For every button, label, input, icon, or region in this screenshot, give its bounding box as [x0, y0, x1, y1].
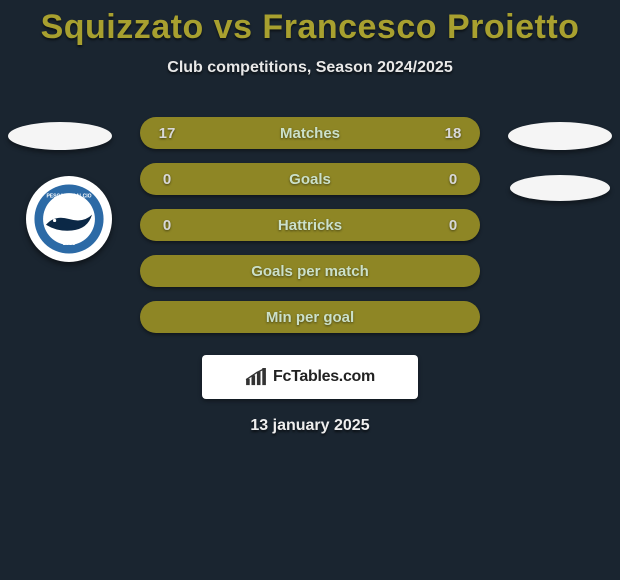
stat-right-value: 0 [440, 217, 466, 234]
stat-row: Min per goal [140, 301, 480, 333]
badge-top-text: PESCARA CALCIO [46, 193, 91, 199]
stat-right-value: 18 [440, 125, 466, 142]
stat-label: Goals [180, 171, 440, 188]
source-text: FcTables.com [273, 368, 375, 386]
stat-left-value: 0 [154, 217, 180, 234]
player-right-name-ellipse [508, 122, 612, 150]
stat-label: Min per goal [180, 309, 440, 326]
stats-list: 17Matches180Goals00Hattricks0Goals per m… [140, 117, 480, 333]
pescara-badge-icon: PESCARA CALCIO 1936 [33, 183, 105, 255]
stat-left-value: 0 [154, 171, 180, 188]
page-title: Squizzato vs Francesco Proietto [0, 0, 620, 47]
stat-row: 0Goals0 [140, 163, 480, 195]
stat-row: 0Hattricks0 [140, 209, 480, 241]
player-right-club-ellipse [510, 175, 610, 201]
player-left-name-ellipse [8, 122, 112, 150]
stat-label: Goals per match [180, 263, 440, 280]
stat-label: Matches [180, 125, 440, 142]
stat-row: Goals per match [140, 255, 480, 287]
subtitle: Club competitions, Season 2024/2025 [0, 59, 620, 77]
stat-left-value: 17 [154, 125, 180, 142]
club-badge-left: PESCARA CALCIO 1936 [26, 176, 112, 262]
badge-year: 1936 [63, 241, 76, 247]
stat-right-value: 0 [440, 171, 466, 188]
stat-row: 17Matches18 [140, 117, 480, 149]
source-attribution: FcTables.com [202, 355, 418, 399]
bar-chart-icon [245, 368, 267, 386]
stat-label: Hattricks [180, 217, 440, 234]
date-label: 13 january 2025 [0, 417, 620, 435]
